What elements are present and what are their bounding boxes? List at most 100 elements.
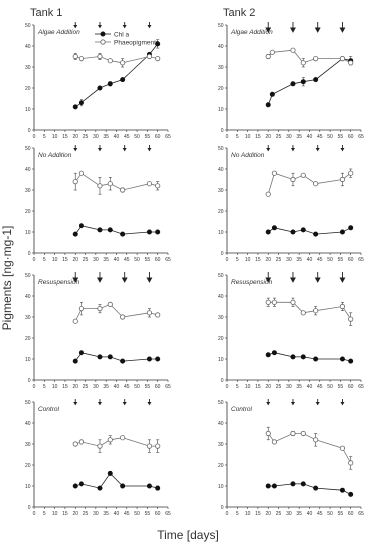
x-tick-label: 35 — [296, 134, 302, 140]
chl-a-point — [146, 356, 152, 362]
chl-a-point — [107, 470, 113, 476]
phaeo-point — [72, 53, 78, 60]
chl-a-point — [290, 229, 296, 235]
y-tick-label: 0 — [28, 251, 31, 257]
y-tick-label: 10 — [218, 484, 224, 490]
addition-arrowhead-icon — [73, 402, 78, 406]
y-tick-label: 50 — [25, 400, 31, 406]
y-tick-label: 40 — [218, 294, 224, 300]
x-tick-label: 60 — [348, 384, 354, 390]
chl-a-point — [348, 358, 354, 364]
y-tick-label: 20 — [25, 86, 31, 92]
addition-arrowhead-icon — [266, 402, 271, 406]
y-tick-label: 20 — [218, 463, 224, 469]
y-tick-label: 0 — [221, 251, 224, 257]
x-tick-label: 65 — [358, 134, 364, 140]
addition-arrowhead-icon — [339, 277, 346, 283]
panel-label: Resuspension — [38, 279, 80, 286]
y-tick-label: 50 — [218, 273, 224, 279]
addition-arrowhead-icon — [97, 25, 102, 29]
x-tick-label: 25 — [83, 511, 89, 517]
chl-a-series-line — [74, 352, 158, 362]
chl-a-series-line — [75, 472, 158, 489]
x-tick-label: 60 — [348, 257, 354, 263]
x-tick-label: 55 — [145, 257, 151, 263]
x-tick-label: 65 — [358, 257, 364, 263]
chl-a-point — [72, 231, 78, 237]
addition-arrowhead-icon — [290, 148, 295, 152]
chl-a-point — [97, 485, 103, 491]
phaeo-point — [155, 55, 161, 62]
x-tick-label: 10 — [52, 511, 58, 517]
x-tick-label: 45 — [317, 511, 323, 517]
chl-a-point — [155, 41, 161, 47]
x-tick-label: 20 — [72, 511, 78, 517]
y-tick-label: 20 — [25, 463, 31, 469]
addition-arrowhead-icon — [314, 277, 321, 283]
phaeo-series-line — [267, 172, 351, 195]
x-tick-label: 65 — [165, 384, 171, 390]
x-tick-label: 15 — [62, 384, 68, 390]
x-tick-label: 5 — [236, 511, 239, 517]
x-tick-label: 30 — [93, 384, 99, 390]
chl-a-point — [339, 229, 345, 235]
phaeo-point — [271, 439, 278, 445]
chl-a-point — [107, 81, 113, 87]
phaeo-point — [348, 460, 354, 466]
phaeo-point — [339, 176, 346, 183]
chl-a-point — [339, 487, 345, 493]
y-axis-title: Pigments [ng·mg-1] — [0, 226, 14, 331]
phaeo-point — [348, 60, 354, 66]
x-tick-label: 0 — [226, 511, 229, 517]
x-tick-label: 25 — [276, 257, 282, 263]
x-tick-label: 20 — [265, 511, 271, 517]
addition-arrowhead-icon — [122, 25, 127, 29]
panels: 0 5 10 15 20 25 30 35 40 45 50 55 60 6501020304050Alg… — [25, 22, 364, 517]
phaeo-series-line — [74, 303, 158, 322]
x-tick-label: 30 — [286, 384, 292, 390]
x-tick-label: 35 — [103, 134, 109, 140]
addition-arrowhead-icon — [290, 277, 296, 283]
chl-a-point — [72, 358, 78, 364]
chl-a-point — [339, 356, 345, 362]
phaeo-point — [300, 60, 306, 66]
x-tick-label: 0 — [226, 384, 229, 390]
x-tick-label: 30 — [286, 511, 292, 517]
chl-a-point — [313, 77, 319, 83]
chl-a-point — [300, 354, 306, 360]
x-tick-label: 10 — [245, 384, 251, 390]
panel-label: Control — [38, 406, 60, 413]
phaeo-point — [107, 181, 113, 187]
y-tick-label: 40 — [218, 421, 224, 427]
y-tick-label: 40 — [218, 167, 224, 173]
y-tick-label: 50 — [25, 23, 31, 29]
x-tick-label: 45 — [124, 384, 130, 390]
x-tick-label: 55 — [338, 257, 344, 263]
chl-a-point — [265, 229, 271, 235]
addition-arrowhead-icon — [315, 148, 320, 152]
panel-4: 0 5 10 15 20 25 30 35 40 45 50 55 60 65 0 10 20 30 40 50 Res… — [25, 272, 171, 390]
panel-5: 0 5 10 15 20 25 30 35 40 45 50 55 60 65 0 10 20 30 40 50 Res… — [218, 272, 364, 390]
x-tick-label: 65 — [358, 511, 364, 517]
chl-a-point — [78, 350, 84, 356]
y-tick-label: 40 — [218, 44, 224, 50]
x-tick-label: 30 — [93, 257, 99, 263]
x-tick-label: 15 — [255, 134, 261, 140]
x-tick-label: 35 — [296, 384, 302, 390]
panel-label: Control — [231, 406, 253, 413]
x-tick-label: 20 — [72, 384, 78, 390]
x-tick-label: 50 — [327, 257, 333, 263]
addition-arrowhead-icon — [266, 148, 271, 152]
phaeo-point — [120, 435, 126, 441]
x-tick-label: 20 — [265, 134, 271, 140]
chl-a-point — [300, 79, 306, 85]
y-tick-label: 20 — [218, 209, 224, 215]
chl-a-point — [72, 104, 78, 110]
chl-a-point — [72, 483, 78, 489]
chl-a-point — [313, 485, 319, 491]
phaeo-point — [265, 53, 271, 60]
chl-a-point — [155, 485, 161, 491]
y-tick-label: 30 — [218, 65, 224, 71]
x-tick-label: 50 — [327, 134, 333, 140]
x-tick-label: 65 — [358, 384, 364, 390]
